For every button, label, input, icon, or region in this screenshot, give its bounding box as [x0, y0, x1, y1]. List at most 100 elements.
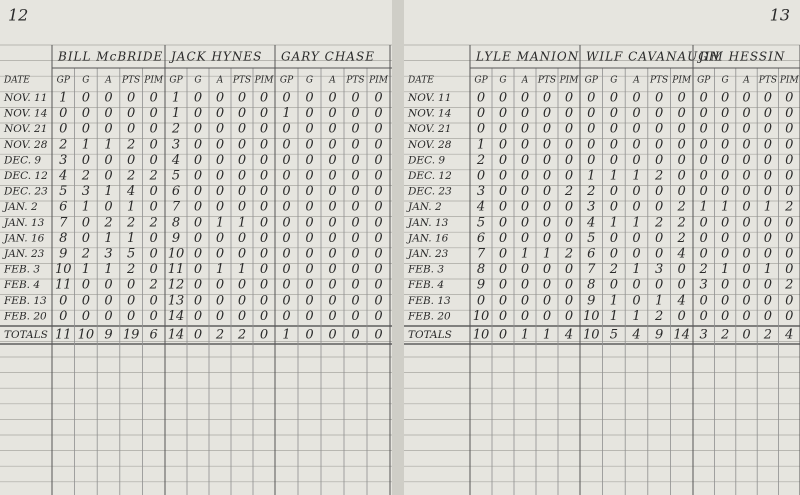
stat-header: PTS	[758, 76, 777, 86]
stat-value: 0	[260, 231, 268, 246]
row-date: FEB. 4	[3, 279, 40, 291]
page-number: 13	[770, 6, 790, 25]
stat-value: 0	[565, 215, 573, 230]
stat-value: 0	[238, 278, 246, 293]
total-value: 2	[237, 328, 246, 343]
stat-value: 0	[632, 184, 640, 199]
stat-value: 2	[171, 122, 180, 137]
stat-value: 0	[610, 106, 618, 121]
stat-value: 0	[374, 153, 382, 168]
stat-value: 0	[742, 106, 750, 121]
stat-value: 0	[104, 91, 112, 106]
stat-value: 0	[543, 200, 551, 215]
stat-value: 2	[149, 169, 158, 184]
stat-value: 1	[216, 262, 224, 277]
stat-value: 0	[194, 91, 202, 106]
stat-value: 0	[655, 91, 663, 106]
stat-value: 0	[742, 215, 750, 230]
stat-value: 0	[543, 169, 551, 184]
stat-value: 0	[127, 91, 135, 106]
stat-value: 0	[521, 91, 529, 106]
stat-header: A	[216, 76, 224, 86]
stat-header: GP	[57, 76, 71, 86]
stat-value: 0	[238, 184, 246, 199]
stat-value: 0	[587, 106, 595, 121]
stat-value: 0	[260, 200, 268, 215]
stat-value: 0	[543, 122, 551, 137]
stat-value: 1	[632, 309, 640, 324]
row-date: JAN. 23	[406, 248, 449, 260]
stat-value: 0	[742, 153, 750, 168]
stat-value: 0	[499, 247, 507, 262]
stat-value: 0	[543, 231, 551, 246]
stat-header: G	[721, 76, 728, 86]
stat-header: PTS	[649, 76, 668, 86]
stat-value: 0	[260, 106, 268, 121]
stat-value: 2	[609, 262, 618, 277]
total-value: 6	[150, 328, 158, 343]
stat-value: 0	[59, 122, 67, 137]
stat-value: 2	[564, 247, 573, 262]
stat-value: 0	[742, 293, 750, 308]
stat-value: 0	[632, 91, 640, 106]
stat-value: 0	[587, 153, 595, 168]
row-date: FEB. 13	[407, 295, 451, 307]
stat-value: 0	[216, 153, 224, 168]
stat-value: 6	[172, 184, 180, 199]
stat-value: 0	[260, 122, 268, 137]
stat-header: PIM	[779, 76, 800, 86]
stat-value: 0	[521, 106, 529, 121]
stat-value: 1	[59, 91, 67, 106]
stat-value: 0	[305, 231, 313, 246]
stat-value: 0	[655, 153, 663, 168]
stat-value: 0	[305, 309, 313, 324]
stat-value: 0	[764, 231, 772, 246]
stat-value: 2	[126, 215, 135, 230]
stat-value: 0	[104, 153, 112, 168]
stat-header: G	[499, 76, 506, 86]
stat-value: 0	[764, 169, 772, 184]
stat-value: 0	[632, 137, 640, 152]
stat-value: 0	[587, 91, 595, 106]
stat-value: 1	[238, 215, 246, 230]
stat-value: 0	[499, 231, 507, 246]
stat-value: 0	[521, 153, 529, 168]
stat-value: 0	[194, 169, 202, 184]
total-value: 2	[215, 328, 224, 343]
binding	[392, 0, 404, 495]
stat-value: 0	[59, 293, 67, 308]
stat-value: 0	[150, 231, 158, 246]
stat-value: 3	[172, 137, 180, 152]
stat-value: 7	[59, 215, 68, 230]
stat-value: 5	[127, 247, 135, 262]
stat-value: 2	[586, 184, 595, 199]
stat-value: 0	[351, 153, 359, 168]
stat-value: 13	[168, 293, 185, 308]
stat-value: 0	[351, 215, 359, 230]
stat-value: 0	[282, 278, 290, 293]
stat-value: 0	[610, 122, 618, 137]
total-value: 1	[521, 328, 529, 343]
stat-value: 0	[82, 91, 90, 106]
stat-value: 0	[194, 200, 202, 215]
stat-value: 0	[742, 169, 750, 184]
stat-value: 0	[194, 215, 202, 230]
stat-value: 0	[194, 122, 202, 137]
stat-value: 0	[194, 262, 202, 277]
row-date: DEC. 9	[3, 154, 41, 166]
stat-value: 0	[374, 309, 382, 324]
stat-value: 1	[282, 106, 290, 121]
row-date: DEC. 12	[3, 170, 48, 182]
stat-value: 0	[543, 153, 551, 168]
stat-value: 0	[764, 184, 772, 199]
stat-value: 0	[282, 262, 290, 277]
row-date: FEB. 3	[407, 264, 444, 276]
stat-value: 0	[282, 293, 290, 308]
stat-value: 8	[587, 278, 595, 293]
stat-value: 11	[168, 262, 185, 277]
stat-value: 0	[521, 278, 529, 293]
stat-value: 0	[565, 91, 573, 106]
stat-value: 0	[305, 247, 313, 262]
stat-value: 0	[150, 309, 158, 324]
